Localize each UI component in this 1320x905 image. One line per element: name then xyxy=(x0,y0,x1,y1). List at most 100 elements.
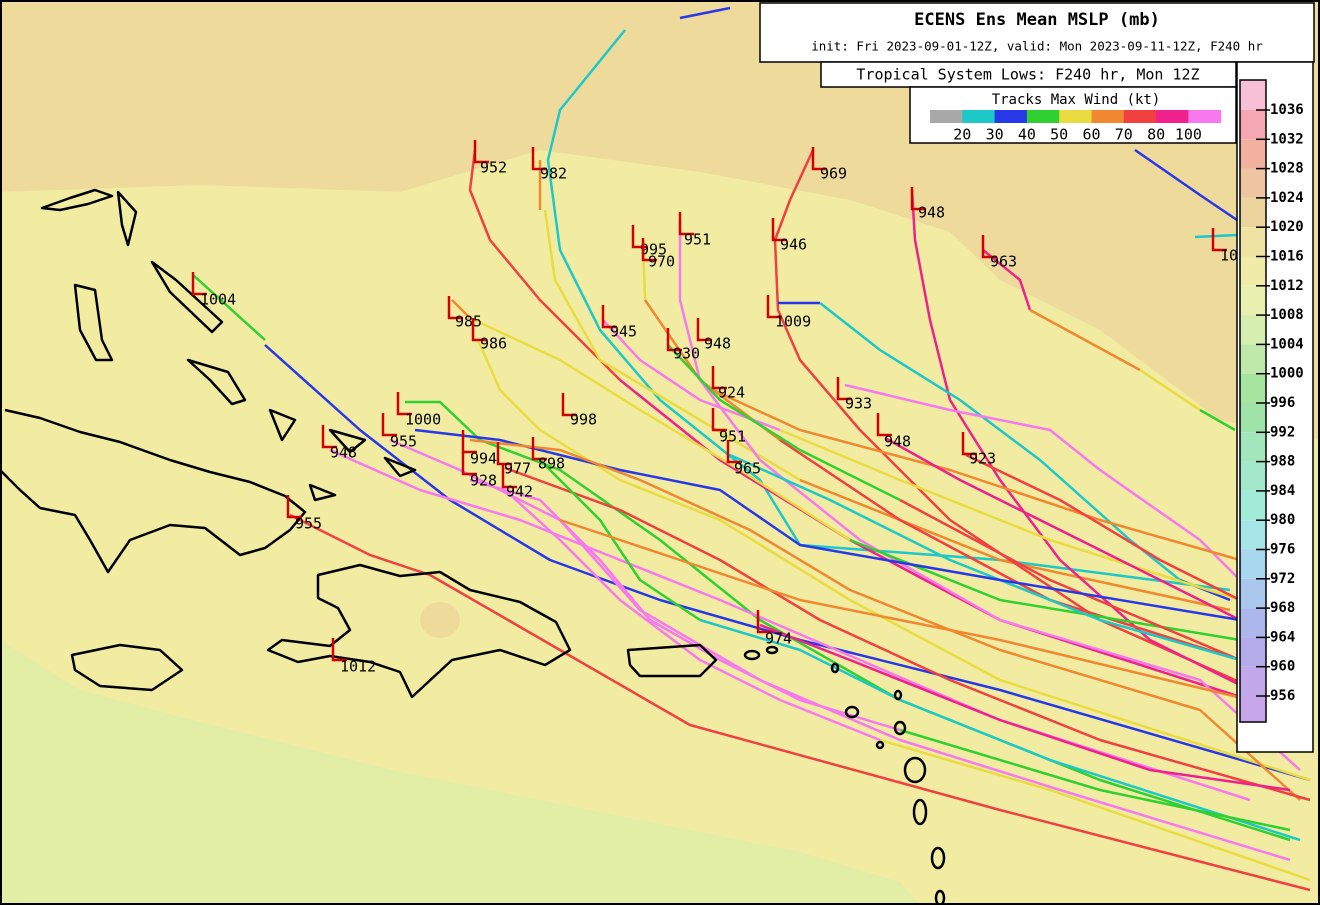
storm-track xyxy=(1199,408,1236,432)
abaco xyxy=(116,190,138,247)
low-marker xyxy=(726,440,742,464)
wind-tick-label: 80 xyxy=(1147,126,1165,144)
colorbar-tick-label: 1028 xyxy=(1270,161,1304,177)
low-marker xyxy=(711,408,727,432)
storm-track xyxy=(546,29,1231,592)
colorbar-band xyxy=(1240,549,1266,579)
island xyxy=(743,649,761,661)
colorbar-tick-label: 996 xyxy=(1270,395,1295,411)
colorbar-tick-label: 964 xyxy=(1270,629,1295,645)
low-marker xyxy=(447,296,463,320)
low-pressure-label: 945 xyxy=(610,323,637,341)
low-pressure-label: 942 xyxy=(506,483,533,501)
wind-tick-label: 100 xyxy=(1175,126,1202,144)
colorbar-tick-label: 1000 xyxy=(1270,366,1304,382)
low-marker xyxy=(666,328,682,352)
storm-track xyxy=(192,274,266,341)
low-pressure-label: 952 xyxy=(480,159,507,177)
low-marker xyxy=(756,610,772,634)
colorbar-tick-label: 980 xyxy=(1270,512,1295,528)
colorbar-band xyxy=(1240,520,1266,550)
low-pressure-label: 1009 xyxy=(775,313,811,331)
low-pressure-label: 965 xyxy=(734,460,761,478)
storm-track xyxy=(602,319,781,432)
low-pressure-label: 977 xyxy=(504,460,531,478)
colorbar-tick-label: 976 xyxy=(1270,542,1295,558)
colorbar-tick-label: 1020 xyxy=(1270,219,1304,235)
wind-color-swatch xyxy=(1123,110,1157,123)
wind-legend-title: Tracks Max Wind (kt) xyxy=(992,92,1161,108)
island xyxy=(893,689,903,701)
colorbar-band xyxy=(1240,110,1266,140)
low-marker xyxy=(601,305,617,329)
colorbar-tick-label: 1036 xyxy=(1270,102,1304,118)
exuma xyxy=(186,358,247,406)
wind-tick-label: 20 xyxy=(953,126,971,144)
storm-track xyxy=(1134,148,1241,224)
low-pressure-label: 985 xyxy=(455,313,482,331)
lesser-antilles xyxy=(743,645,946,905)
low-pressure-label: 994 xyxy=(470,450,497,468)
storm-track xyxy=(699,618,1301,842)
wind-color-swatch xyxy=(1026,110,1060,123)
low-pressure-label: 951 xyxy=(684,231,711,249)
low-pressure-label: 924 xyxy=(718,384,745,402)
colorbar-band xyxy=(1240,256,1266,286)
low-pressure-label: 10 xyxy=(1220,247,1238,265)
wind-tick-label: 70 xyxy=(1115,126,1133,144)
puerto-rico xyxy=(626,643,718,678)
low-marker xyxy=(696,318,712,342)
pressure-patch xyxy=(420,602,460,638)
colorbar-band xyxy=(1240,666,1266,696)
storm-track xyxy=(543,209,801,482)
island xyxy=(912,798,928,826)
colorbar-tick-label: 968 xyxy=(1270,600,1295,616)
storm-track xyxy=(1194,233,1238,239)
wind-color-swatch xyxy=(1188,110,1222,123)
storm-track xyxy=(779,438,1241,662)
low-marker xyxy=(531,147,547,171)
low-marker xyxy=(910,187,926,211)
bahama-islands xyxy=(268,408,417,502)
storm-track xyxy=(678,220,1301,771)
storm-track xyxy=(844,383,1241,581)
low-pressure-label: 974 xyxy=(765,630,792,648)
low-pressure-label: 1004 xyxy=(200,291,236,309)
colorbar-band xyxy=(1240,461,1266,491)
low-marker xyxy=(711,366,727,390)
colorbar: 1036 1032 1028 1024 1020 1016 1012 1008 1004 1000… xyxy=(1239,79,1304,723)
storm-track xyxy=(468,149,621,381)
colorbar-band xyxy=(1240,403,1266,433)
low-marker xyxy=(641,238,657,262)
colorbar-band xyxy=(1240,490,1266,521)
low-marker xyxy=(876,413,892,437)
storm-track xyxy=(879,738,1311,882)
storm-track xyxy=(779,428,1241,602)
storm-track xyxy=(559,518,1251,702)
low-pressure-label: 986 xyxy=(480,335,507,353)
wind-color-swatch xyxy=(1091,110,1125,123)
storm-track xyxy=(799,478,1231,612)
colorbar-outline xyxy=(1239,79,1267,723)
island xyxy=(875,740,885,750)
andros xyxy=(73,283,114,362)
island xyxy=(765,645,779,655)
low-pressure-label: 995 xyxy=(640,241,667,259)
colorbar-tick-label: 972 xyxy=(1270,571,1295,587)
jamaica xyxy=(70,643,184,692)
wind-tick-label: 60 xyxy=(1082,126,1100,144)
storm-track xyxy=(451,299,471,319)
low-marker xyxy=(473,140,489,164)
colorbar-band xyxy=(1240,608,1266,638)
storm-track xyxy=(1139,368,1201,412)
low-marker xyxy=(286,495,302,519)
low-pressure-label: 933 xyxy=(845,395,872,413)
storm-track xyxy=(504,489,881,742)
low-pressure-label: 951 xyxy=(719,428,746,446)
low-marker xyxy=(766,295,782,319)
low-pressure-label: 948 xyxy=(704,335,731,353)
storm-track xyxy=(289,513,1311,892)
grand-bahama xyxy=(40,188,114,212)
